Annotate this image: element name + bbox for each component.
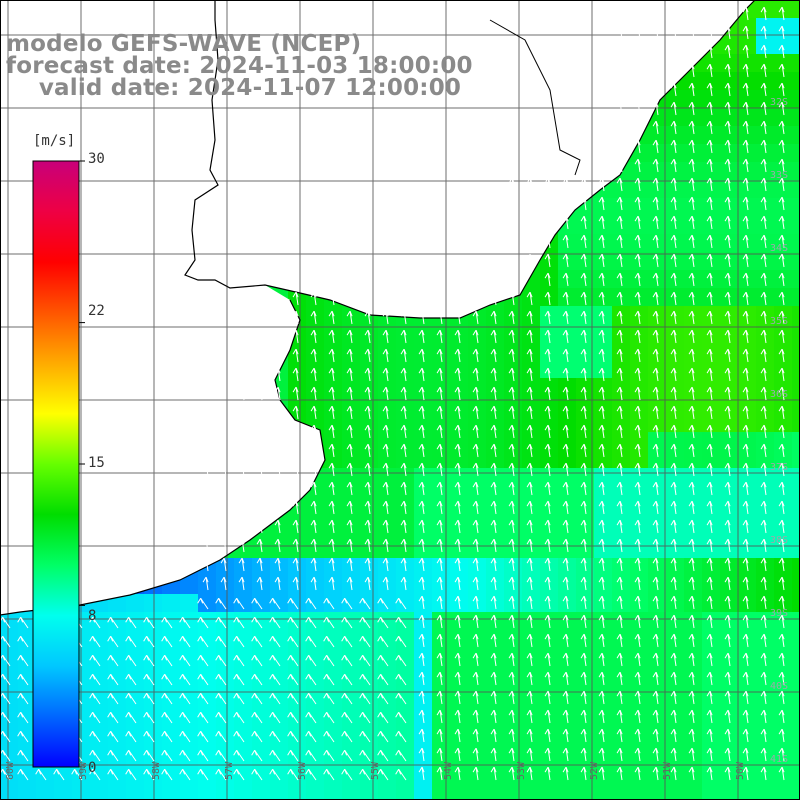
lat-label: 37S: [770, 462, 788, 473]
colorbar-tick-8: 8: [88, 608, 96, 624]
lon-label: 56W: [297, 761, 308, 780]
lat-label: 39S: [770, 608, 788, 619]
colorbar-tick-22: 22: [88, 303, 105, 319]
lat-label: 40S: [770, 681, 788, 692]
lon-label: 50W: [735, 761, 746, 780]
lon-label: 51W: [662, 761, 673, 780]
lat-label: 35S: [770, 316, 788, 327]
lon-label: 60W: [5, 761, 16, 780]
colorbar-unit: [m/s]: [33, 133, 75, 149]
lat-label: 36S: [770, 389, 788, 400]
lon-label: 54W: [443, 761, 454, 780]
colorbar: [33, 161, 79, 767]
lon-label: 57W: [224, 761, 235, 780]
lat-label: 34S: [770, 243, 788, 254]
valid-date: valid date: 2024-11-07 12:00:00: [6, 76, 461, 100]
lat-label: 38S: [770, 535, 788, 546]
colorbar-tick-30: 30: [88, 151, 105, 167]
colorbar-tick-0: 0: [88, 760, 96, 776]
lat-label: 41S: [770, 754, 788, 765]
lon-label: 58W: [151, 761, 162, 780]
lon-label: 55W: [370, 761, 381, 780]
lat-label: 33S: [770, 170, 788, 181]
lat-label: 32S: [770, 97, 788, 108]
lon-label: 52W: [589, 761, 600, 780]
lon-label: 53W: [516, 761, 527, 780]
colorbar-tick-15: 15: [88, 455, 105, 471]
